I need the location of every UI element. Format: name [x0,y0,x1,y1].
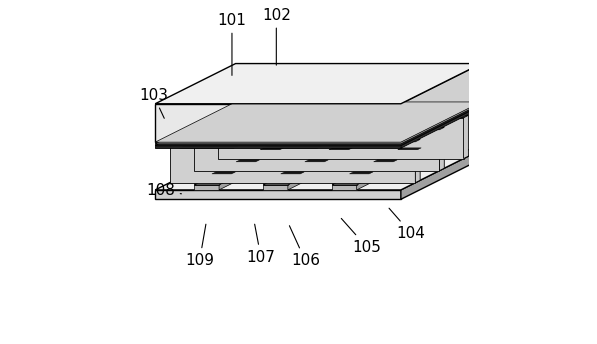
Polygon shape [155,102,481,142]
Polygon shape [356,144,437,190]
Polygon shape [236,160,260,162]
Polygon shape [170,142,416,183]
Polygon shape [212,172,235,174]
Polygon shape [218,118,464,159]
Polygon shape [263,108,398,148]
Polygon shape [155,105,481,146]
Polygon shape [155,144,401,146]
Polygon shape [329,148,352,150]
Polygon shape [155,142,401,144]
Text: 101: 101 [217,13,247,75]
Polygon shape [281,172,304,174]
Text: 104: 104 [389,208,426,241]
Text: 102: 102 [262,8,291,65]
Polygon shape [155,64,481,104]
Polygon shape [219,141,300,185]
Polygon shape [416,139,420,183]
Polygon shape [155,146,401,148]
Text: 106: 106 [290,226,320,268]
Polygon shape [401,104,481,146]
Polygon shape [401,150,481,199]
Text: 108: 108 [146,183,181,198]
Polygon shape [332,144,437,185]
Polygon shape [155,150,481,190]
Polygon shape [374,160,397,162]
Polygon shape [194,130,439,171]
Polygon shape [464,115,469,159]
Polygon shape [332,181,356,185]
Text: 109: 109 [185,224,214,268]
Polygon shape [219,144,300,190]
Polygon shape [305,160,328,162]
Polygon shape [288,141,368,185]
Polygon shape [332,185,356,190]
Polygon shape [155,104,401,142]
Polygon shape [260,148,284,150]
Polygon shape [439,127,444,171]
Polygon shape [180,108,314,148]
Polygon shape [195,141,300,181]
Polygon shape [195,181,219,185]
Polygon shape [218,115,469,118]
Polygon shape [288,144,368,190]
Polygon shape [155,104,481,144]
Polygon shape [263,181,288,185]
Polygon shape [170,139,420,142]
Text: 107: 107 [247,224,275,265]
Polygon shape [195,144,300,185]
Polygon shape [263,144,368,185]
Text: 105: 105 [341,218,381,255]
Text: 103: 103 [139,88,168,118]
Polygon shape [356,141,437,185]
Polygon shape [195,185,219,190]
Polygon shape [401,64,481,142]
Polygon shape [349,172,373,174]
Polygon shape [194,127,444,130]
Polygon shape [401,102,481,144]
Polygon shape [401,105,481,148]
Polygon shape [263,185,288,190]
Polygon shape [155,190,401,199]
Polygon shape [263,141,368,181]
Polygon shape [398,148,421,150]
Polygon shape [332,141,437,181]
